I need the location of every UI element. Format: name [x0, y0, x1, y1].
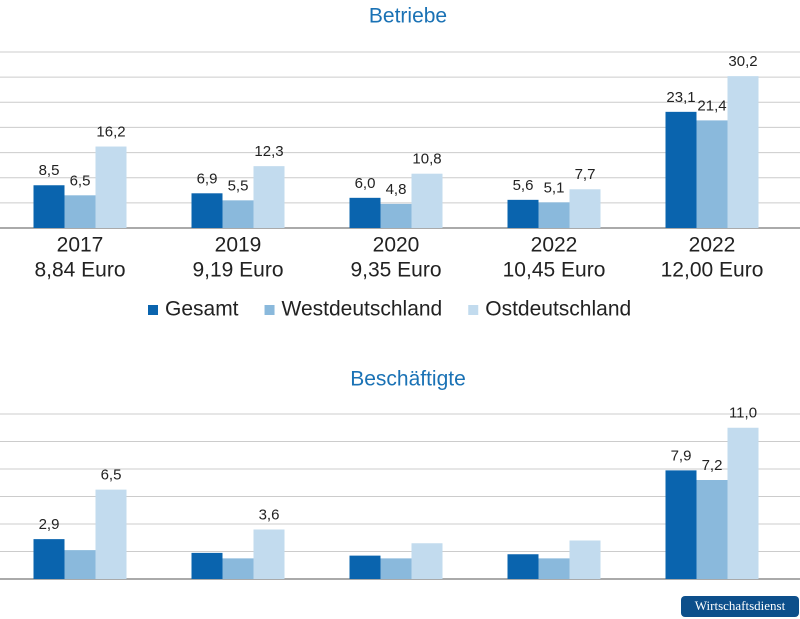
bar — [411, 543, 443, 579]
bar — [727, 427, 759, 579]
bar — [64, 550, 96, 579]
bar — [33, 185, 65, 228]
x-tick-sublabel: 9,19 Euro — [192, 259, 283, 282]
value-label: 16,2 — [96, 124, 125, 141]
value-label: 5,1 — [544, 179, 565, 196]
value-label: 8,5 — [39, 162, 60, 179]
bar — [696, 480, 728, 579]
bar — [507, 554, 539, 579]
bar — [696, 120, 728, 228]
value-label: 2,9 — [39, 516, 60, 533]
source: Wirtschaftsdienst — [695, 598, 786, 613]
value-label: 12,3 — [254, 143, 283, 160]
value-label: 10,8 — [412, 151, 441, 168]
source-badge — [681, 596, 799, 617]
bar — [253, 529, 285, 579]
value-label: 7,9 — [671, 447, 692, 464]
legend-label: Gesamt — [165, 298, 239, 321]
bar — [64, 195, 96, 228]
bar — [665, 111, 697, 228]
legend-swatch — [148, 305, 158, 315]
legend-swatch — [264, 305, 275, 315]
bar — [222, 558, 254, 579]
legend-swatch — [468, 305, 479, 315]
value-label: 6,9 — [197, 170, 218, 187]
x-tick-label: 2017 — [57, 234, 104, 257]
x-tick-sublabel: 8,84 Euro — [34, 259, 125, 282]
x-tick-label: 2019 — [215, 234, 262, 257]
value-label: 6,0 — [355, 175, 376, 192]
bar — [380, 558, 412, 579]
x-tick-label: 2022 — [531, 234, 578, 257]
x-tick-sublabel: 10,45 Euro — [503, 259, 606, 282]
value-label: 5,5 — [228, 177, 249, 194]
value-label: 7,2 — [702, 457, 723, 474]
bar — [349, 555, 381, 579]
x-tick-sublabel: 9,35 Euro — [350, 259, 441, 282]
value-label: 7,7 — [575, 166, 596, 183]
bar — [95, 489, 127, 579]
x-tick-label: 2022 — [689, 234, 736, 257]
legend-label: Westdeutschland — [282, 298, 443, 321]
bar — [538, 558, 570, 579]
value-label: 11,0 — [729, 405, 757, 422]
value-label: 3,6 — [259, 506, 280, 523]
value-label: 5,6 — [513, 177, 534, 194]
bar — [33, 539, 65, 579]
bar — [507, 199, 539, 228]
bar — [569, 540, 601, 579]
bar — [569, 189, 601, 228]
legend-label: Ostdeutschland — [485, 298, 631, 321]
value-label: 6,5 — [70, 172, 91, 189]
value-label: 21,4 — [697, 97, 726, 114]
bar — [95, 146, 127, 228]
value-label: 30,2 — [728, 53, 757, 70]
value-label: 23,1 — [666, 89, 695, 106]
bar — [411, 173, 443, 228]
x-tick-sublabel: 12,00 Euro — [661, 259, 764, 282]
value-label: 6,5 — [101, 467, 122, 484]
value-label: 4,8 — [386, 181, 407, 198]
bar — [253, 166, 285, 228]
bar — [222, 200, 254, 228]
bar — [349, 197, 381, 228]
bar — [538, 202, 570, 228]
chart-title: Beschäftigte — [350, 368, 466, 391]
bar — [380, 203, 412, 228]
bar — [191, 193, 223, 228]
bar — [727, 76, 759, 228]
bar — [191, 552, 223, 579]
bar — [665, 470, 697, 579]
x-tick-label: 2020 — [373, 234, 420, 257]
chart-title: Betriebe — [369, 5, 447, 28]
